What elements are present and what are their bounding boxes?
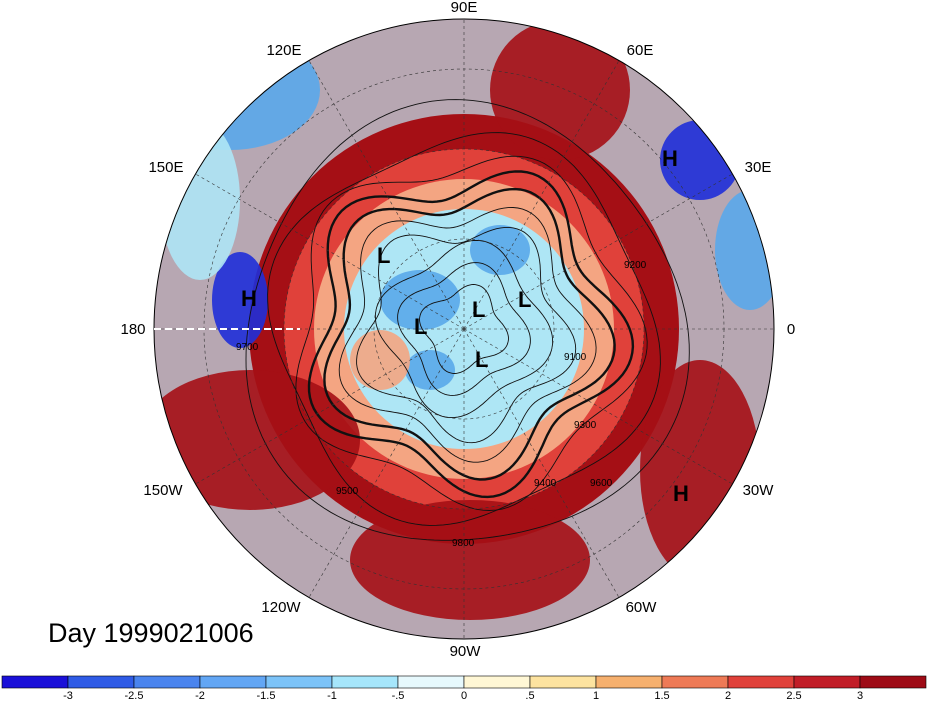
colorbar-swatch — [727, 675, 795, 689]
colorbar-tick-label: .5 — [525, 690, 534, 702]
anomaly-patch — [350, 330, 410, 390]
anomaly-patch — [154, 370, 360, 510]
anomaly-patch — [160, 120, 240, 280]
height-contour — [397, 262, 531, 396]
day-title: Day 1999021006 — [48, 618, 254, 648]
lon-label-30w: 30W — [743, 482, 775, 499]
colorbar-tick-label: -2 — [195, 690, 205, 702]
colorbar-swatch — [859, 675, 927, 689]
anomaly-patch — [380, 270, 460, 330]
meridian-line — [308, 60, 465, 330]
lon-label-90e: 90E — [451, 0, 478, 16]
lon-label-120e: 120E — [266, 42, 301, 59]
colorbar-tick-label: -1 — [327, 690, 337, 702]
colorbar-tick-label: 1.5 — [654, 690, 669, 702]
meridian-line — [463, 173, 733, 330]
lon-label-150e: 150E — [148, 159, 183, 176]
lon-label-90w: 90W — [450, 643, 482, 660]
high-center-atlantic: H — [673, 481, 689, 506]
colorbar-swatch — [133, 675, 201, 689]
contour-label-9600: 9600 — [590, 478, 613, 489]
lon-label-60w: 60W — [626, 599, 658, 616]
lon-label-180: 180 — [120, 321, 145, 338]
anomaly-patch — [490, 20, 630, 160]
colorbar-swatch — [793, 675, 861, 689]
meridian-line — [308, 328, 465, 598]
colorbar-swatch — [529, 675, 597, 689]
contour-label-9500: 9500 — [336, 486, 359, 497]
contour-label-9700: 9700 — [236, 342, 259, 353]
colorbar-tick-label: 2 — [725, 690, 731, 702]
colorbar-tick-label: -.5 — [392, 690, 405, 702]
meridian-line — [463, 60, 620, 330]
meridian-line — [463, 328, 733, 485]
lon-label-30e: 30E — [745, 159, 772, 176]
colorbar-swatch — [199, 675, 267, 689]
colorbar-swatch — [397, 675, 465, 689]
contour-label-9800: 9800 — [452, 538, 475, 549]
colorbar-swatch — [1, 675, 69, 689]
contour-labels: 9100 9200 9300 9400 9500 9600 9700 9800 — [236, 260, 647, 549]
lon-label-60e: 60E — [627, 42, 654, 59]
anomaly-patch — [640, 360, 760, 580]
lon-label-150w: 150W — [143, 482, 183, 499]
colorbar-swatch — [595, 675, 663, 689]
colorbar-tick-label: -2.5 — [125, 690, 144, 702]
polar-map — [154, 19, 774, 639]
low-center-1: L — [377, 243, 390, 268]
anomaly-patch — [405, 350, 455, 390]
colorbar-tick-label: -1.5 — [257, 690, 276, 702]
meridian-line — [195, 328, 465, 485]
high-center-east-asia: H — [662, 146, 678, 171]
low-center-4: L — [518, 287, 531, 312]
low-center-2: L — [414, 314, 427, 339]
high-center-pacific: H — [241, 286, 257, 311]
contour-label-9100: 9100 — [564, 352, 587, 363]
longitude-labels: 90E 60E 30E 0 30W 60W 90W 120W 150W 180 … — [120, 0, 795, 660]
colorbar-swatch — [265, 675, 333, 689]
colorbar-swatch — [67, 675, 135, 689]
anomaly-patch — [715, 190, 774, 310]
low-center-3: L — [472, 297, 485, 322]
low-center-5: L — [475, 347, 488, 372]
colorbar-tick-label: 1 — [593, 690, 599, 702]
lon-label-0: 0 — [787, 321, 795, 338]
contour-label-9300: 9300 — [574, 420, 597, 431]
pressure-centers: H H H L L L L L — [241, 146, 689, 506]
colorbar-tick-label: 3 — [857, 690, 863, 702]
contour-label-9200: 9200 — [624, 260, 647, 271]
anomaly-patch — [480, 350, 560, 410]
anomaly-patch — [212, 252, 268, 348]
colorbar-tick-label: 0 — [461, 690, 467, 702]
colorbar-swatch — [463, 675, 531, 689]
colorbar: -3 -2.5 -2 -1.5 -1 -.5 0 .5 1 1.5 2 2.5 3 — [1, 675, 927, 702]
lon-label-120w: 120W — [261, 599, 301, 616]
anomaly-patch — [350, 500, 590, 620]
meridian-line — [463, 328, 620, 598]
meridian-line — [195, 173, 465, 330]
colorbar-tick-label: 2.5 — [786, 690, 801, 702]
colorbar-swatch — [331, 675, 399, 689]
colorbar-swatch — [661, 675, 729, 689]
colorbar-tick-label: -3 — [63, 690, 73, 702]
contour-label-9400: 9400 — [534, 478, 557, 489]
